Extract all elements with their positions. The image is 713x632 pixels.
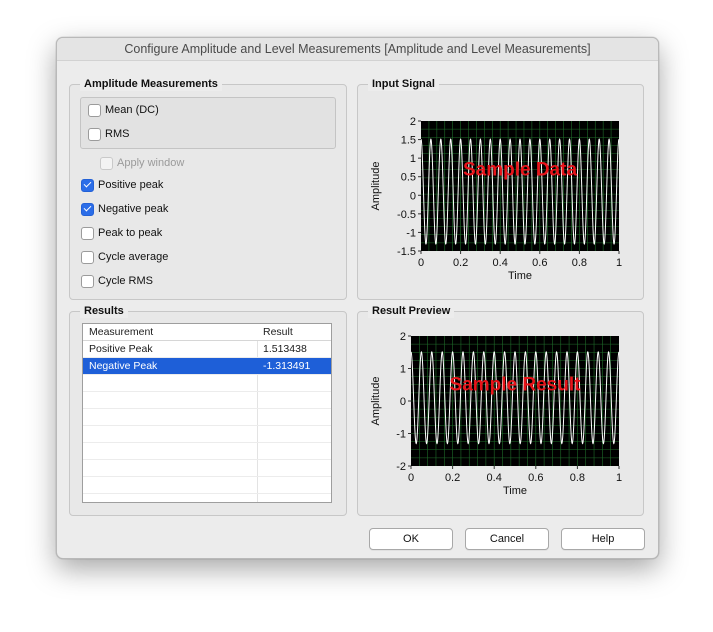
x-tick-label: 0.6 — [528, 472, 543, 484]
rms-check[interactable] — [88, 127, 101, 141]
results-table-header: Measurement Result — [83, 324, 331, 341]
cycle-rms-check[interactable] — [81, 274, 94, 288]
mean-dc-label: Mean (DC) — [105, 104, 159, 116]
apply-window-checkbox: Apply window — [100, 155, 184, 171]
ok-button[interactable]: OK — [369, 528, 453, 550]
row-measurement: Positive Peak — [89, 343, 153, 355]
y-tick-label: -1 — [396, 429, 406, 441]
y-tick-label: 1.5 — [401, 135, 416, 147]
y-tick-label: 1 — [400, 364, 406, 376]
signal-line — [420, 138, 620, 245]
result-preview-chart: Sample Result 0 0.2 0.4 0.6 0.8 1 2 1 0 -1 -2 Time Am… — [370, 331, 622, 497]
rms-label: RMS — [105, 128, 130, 140]
row-measurement: Negative Peak — [89, 360, 158, 372]
x-tick-label: 0 — [418, 257, 424, 269]
row-result: -1.313491 — [263, 360, 311, 372]
x-tick-label: 0.6 — [532, 257, 547, 269]
mean-rms-box — [80, 97, 336, 149]
x-tick-label: 0.2 — [445, 472, 460, 484]
negative-peak-label: Negative peak — [98, 203, 169, 215]
x-tick-label: 0 — [408, 472, 414, 484]
cycle-average-check[interactable] — [81, 250, 94, 264]
overlay-text: Sample Data — [463, 160, 577, 181]
x-tick-label: 0.2 — [453, 257, 468, 269]
positive-peak-checkbox[interactable]: Positive peak — [81, 177, 163, 193]
positive-peak-check[interactable] — [81, 178, 94, 192]
column-header-result[interactable]: Result — [263, 326, 293, 338]
y-tick-label: 0 — [410, 190, 416, 202]
apply-window-label: Apply window — [117, 157, 185, 169]
signal-line — [410, 351, 620, 445]
y-tick-label: -0.5 — [397, 209, 416, 221]
table-row[interactable]: Positive Peak 1.513438 — [83, 341, 331, 358]
peak-to-peak-checkbox[interactable]: Peak to peak — [81, 225, 162, 241]
positive-peak-label: Positive peak — [98, 179, 164, 191]
y-tick-label: -2 — [396, 461, 406, 473]
y-axis-label: Amplitude — [370, 162, 382, 211]
x-tick-label: 1 — [616, 257, 622, 269]
amplitude-measurements-title: Amplitude Measurements — [80, 77, 222, 91]
results-table[interactable]: Measurement Result Positive Peak 1.51343… — [82, 323, 332, 503]
x-tick-label: 0.8 — [572, 257, 587, 269]
y-tick-label: 2 — [400, 331, 406, 343]
x-tick-label: 0.4 — [493, 257, 508, 269]
x-axis-label: Time — [503, 485, 527, 497]
row-result: 1.513438 — [263, 343, 307, 355]
configure-dialog: Configure Amplitude and Level Measuremen… — [56, 37, 659, 559]
mean-dc-check[interactable] — [88, 103, 101, 117]
negative-peak-checkbox[interactable]: Negative peak — [81, 201, 168, 217]
result-preview-title: Result Preview — [368, 304, 455, 318]
rms-checkbox[interactable]: RMS — [88, 126, 129, 142]
x-tick-label: 0.4 — [487, 472, 502, 484]
table-row-empty — [83, 426, 331, 443]
input-signal-plot: Sample Data 0 0.2 0.4 0.6 0.8 1 2 1.5 1 0.5 0 -0.5 -1… — [367, 113, 637, 293]
table-row-selected[interactable]: Negative Peak -1.313491 — [83, 358, 331, 375]
cycle-average-label: Cycle average — [98, 251, 169, 263]
table-row-empty — [83, 375, 331, 392]
cycle-rms-label: Cycle RMS — [98, 275, 154, 287]
column-header-measurement[interactable]: Measurement — [89, 326, 154, 338]
y-tick-label: 1 — [410, 153, 416, 165]
y-tick-label: 2 — [410, 116, 416, 128]
y-tick-label: -1 — [406, 227, 416, 239]
table-row-empty — [83, 443, 331, 460]
apply-window-check — [100, 156, 113, 170]
input-signal-title: Input Signal — [368, 77, 439, 91]
table-row-empty — [83, 409, 331, 426]
y-axis-label: Amplitude — [370, 377, 382, 426]
amplitude-measurements-group: Amplitude Measurements — [69, 77, 347, 300]
peak-to-peak-check[interactable] — [81, 226, 94, 240]
input-signal-chart: Sample Data 0 0.2 0.4 0.6 0.8 1 2 1.5 1 0.5 0 -0.5 -1… — [370, 116, 622, 282]
table-row-empty — [83, 392, 331, 409]
cancel-button[interactable]: Cancel — [465, 528, 549, 550]
x-tick-label: 0.8 — [570, 472, 585, 484]
mean-dc-checkbox[interactable]: Mean (DC) — [88, 102, 159, 118]
results-title: Results — [80, 304, 128, 318]
help-button[interactable]: Help — [561, 528, 645, 550]
overlay-text: Sample Result — [450, 375, 582, 396]
cycle-average-checkbox[interactable]: Cycle average — [81, 249, 168, 265]
cycle-rms-checkbox[interactable]: Cycle RMS — [81, 273, 153, 289]
result-preview-plot: Sample Result 0 0.2 0.4 0.6 0.8 1 2 1 0 -1 -2 Time Am… — [367, 328, 637, 508]
y-tick-label: 0 — [400, 396, 406, 408]
y-tick-label: 0.5 — [401, 172, 416, 184]
peak-to-peak-label: Peak to peak — [98, 227, 163, 239]
table-row-empty — [83, 477, 331, 494]
column-divider — [257, 324, 258, 502]
x-tick-label: 1 — [616, 472, 622, 484]
window-title: Configure Amplitude and Level Measuremen… — [57, 38, 658, 61]
negative-peak-check[interactable] — [81, 202, 94, 216]
x-axis-label: Time — [508, 270, 532, 282]
table-row-empty — [83, 460, 331, 477]
y-tick-label: -1.5 — [397, 246, 416, 258]
